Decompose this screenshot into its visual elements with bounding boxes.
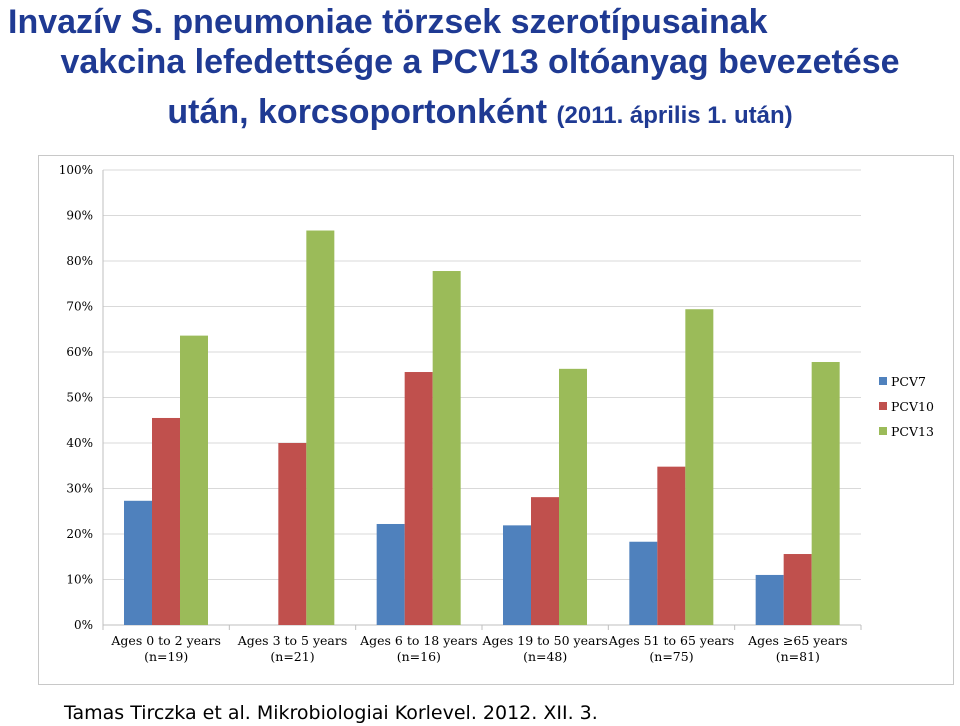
bar-pcv7 [629, 541, 658, 625]
y-tick-label: 60% [66, 345, 93, 359]
bar-pcv13 [180, 335, 208, 625]
bar-chart: 0% 10% 20% 30% 40% 50% 60% 70% 80% 90% 100% Ages 0 … [59, 163, 934, 664]
x-tick-label: (n=48) [523, 649, 567, 664]
x-tick-label: Ages 0 to 2 years [110, 633, 221, 648]
y-tick-label: 100% [59, 163, 93, 177]
y-tick-label: 10% [66, 573, 93, 587]
legend-label-pcv13: PCV13 [891, 424, 934, 439]
x-tick-label: Ages 3 to 5 years [237, 633, 348, 648]
x-tick-label: Ages ≥65 years [747, 633, 847, 648]
y-tick-label: 40% [66, 436, 93, 450]
x-tick-label: Ages 51 to 65 years [608, 633, 734, 648]
page-title-line-2: vakcina lefedettsége a PCV13 oltóanyag b… [60, 43, 900, 81]
x-tick-label: (n=19) [144, 649, 188, 664]
y-tick-label: 0% [74, 618, 93, 632]
x-tick-label: (n=81) [776, 649, 820, 664]
chart-panel: 0% 10% 20% 30% 40% 50% 60% 70% 80% 90% 100% Ages 0 … [38, 155, 954, 685]
y-tick-label: 70% [66, 300, 93, 314]
page-title-date-note: (2011. április 1. után) [556, 102, 793, 129]
bar-pcv7 [376, 523, 405, 625]
legend-swatch-pcv13 [879, 427, 887, 435]
bar-pcv13 [432, 271, 461, 625]
bar-pcv13 [306, 230, 335, 625]
bar-pcv13 [811, 362, 840, 625]
source-caption: Tamas Tirczka et al. Mikrobiologiai Korl… [64, 702, 598, 724]
bar-pcv13 [685, 309, 714, 625]
page-title-line-3: után, korcsoportonként (2011. április 1.… [0, 92, 960, 136]
x-tick-label: (n=16) [397, 649, 441, 664]
bar-pcv10 [404, 372, 433, 625]
y-tick-label: 30% [66, 482, 93, 496]
y-tick-label: 50% [66, 391, 93, 405]
legend-swatch-pcv10 [879, 402, 887, 410]
bar-pcv10 [531, 497, 559, 625]
x-tick-label: (n=75) [649, 649, 693, 664]
bar-pcv13 [559, 368, 587, 625]
bar-pcv7 [755, 574, 784, 625]
bar-pcv7 [124, 500, 152, 625]
page-title-line-3-main: után, korcsoportonként [167, 93, 548, 131]
x-tick-label: (n=21) [270, 649, 314, 664]
bar-pcv10 [657, 466, 686, 625]
page-title-line-1: Invazív S. pneumoniae törzsek szerotípus… [8, 3, 768, 41]
x-tick-label: Ages 6 to 18 years [359, 633, 477, 648]
y-tick-label: 80% [66, 254, 93, 268]
bar-pcv10 [152, 417, 180, 625]
legend-swatch-pcv7 [879, 377, 887, 385]
x-tick-label: Ages 19 to 50 years [481, 633, 607, 648]
legend-label-pcv10: PCV10 [891, 399, 934, 414]
bar-pcv7 [503, 525, 531, 625]
y-tick-label: 90% [66, 209, 93, 223]
bar-pcv10 [783, 554, 812, 625]
legend-label-pcv7: PCV7 [891, 374, 926, 389]
bar-pcv10 [278, 443, 307, 625]
y-tick-label: 20% [66, 527, 93, 541]
